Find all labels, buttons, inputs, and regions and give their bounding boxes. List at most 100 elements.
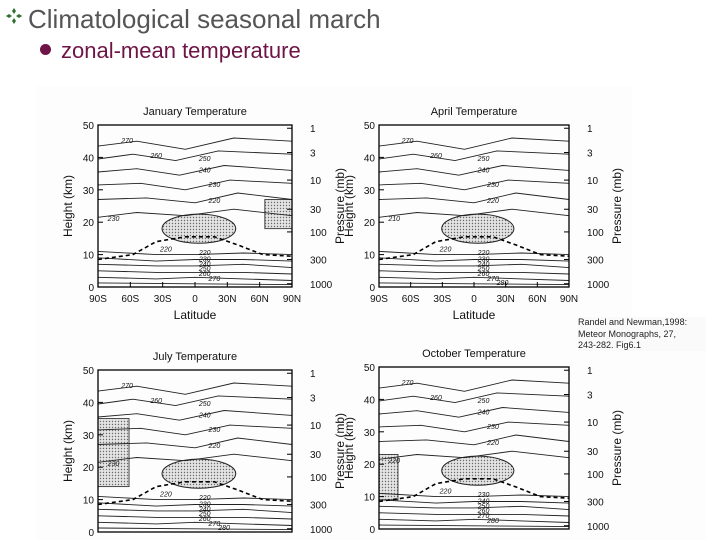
- contour-label: 230: [486, 182, 499, 189]
- contour-label: 220: [159, 492, 172, 499]
- temperature-contour: [97, 527, 293, 531]
- contour-label: 260: [198, 271, 211, 278]
- height-tick-label: 10: [364, 493, 376, 504]
- height-tick-label: 10: [364, 251, 376, 262]
- pressure-tick-label: 3: [310, 149, 316, 160]
- temperature-contour: [378, 434, 570, 446]
- temperature-contour: [378, 150, 570, 162]
- contour-label: 220: [486, 440, 499, 447]
- contour-label: 270: [401, 380, 414, 387]
- contour-label: 260: [477, 508, 490, 515]
- height-tick-label: 50: [364, 363, 376, 374]
- panel-title: January Temperature: [143, 106, 247, 118]
- contour-label: 220: [159, 247, 172, 254]
- temperature-contour: [97, 165, 293, 176]
- latitude-tick-label: 60S: [121, 294, 139, 305]
- pressure-tick-label: 30: [587, 447, 599, 458]
- temperature-contour: [378, 137, 570, 150]
- temperature-contour: [378, 499, 570, 504]
- latitude-tick-label: 30S: [433, 294, 451, 305]
- temperature-contour: [97, 502, 293, 507]
- latitude-tick-label: 60S: [402, 294, 420, 305]
- temperature-contour: [97, 270, 293, 275]
- pressure-tick-label: 1: [587, 366, 593, 377]
- temperature-contour: [97, 521, 293, 526]
- pressure-tick-label: 300: [587, 497, 604, 508]
- contour-label: 230: [477, 492, 490, 499]
- temperature-contour: [97, 424, 293, 436]
- slide-subtitle: zonal-mean temperature: [40, 38, 301, 64]
- temperature-contour: [97, 263, 293, 269]
- temperature-contour: [378, 192, 570, 204]
- temperature-contour: [97, 257, 293, 262]
- latitude-tick-label: 90S: [89, 294, 107, 305]
- contour-label: 220: [208, 198, 221, 205]
- temperature-contour: [97, 150, 293, 162]
- temperature-contour: [378, 524, 570, 528]
- temperature-contour: [378, 505, 570, 511]
- pressure-tick-label: 30: [587, 205, 599, 216]
- pressure-tick-label: 300: [587, 255, 604, 266]
- contour-label: 220: [439, 247, 452, 254]
- pressure-tick-label: 30: [310, 205, 322, 216]
- pressure-tick-label: 300: [310, 255, 327, 266]
- contour-label: 270: [477, 513, 490, 520]
- height-tick-label: 10: [83, 496, 95, 507]
- latitude-tick-label: 60N: [528, 294, 546, 305]
- tropopause-line: [97, 481, 293, 506]
- pressure-tick-label: 1000: [310, 280, 333, 291]
- y2-axis-label: Pressure (mb): [333, 413, 347, 489]
- contour-label: 240: [198, 412, 211, 419]
- contour-label: 280: [486, 518, 499, 525]
- height-tick-label: 30: [364, 186, 376, 197]
- contour-label: 260: [429, 395, 442, 402]
- temperature-contour: [378, 492, 570, 498]
- pressure-tick-label: 10: [310, 176, 322, 187]
- slide-title-text: Climatological seasonal march: [28, 4, 381, 34]
- pressure-tick-label: 100: [587, 228, 604, 239]
- temperature-contour: [97, 437, 293, 449]
- y-axis-label: Height (km): [342, 175, 356, 237]
- temperature-contour: [378, 407, 570, 418]
- height-tick-label: 40: [83, 398, 95, 409]
- contour-label: 240: [198, 261, 211, 268]
- contour-label: 230: [198, 256, 211, 263]
- height-tick-label: 20: [83, 218, 95, 229]
- diamond-cluster-icon: [6, 8, 28, 29]
- contour-label: 220: [486, 198, 499, 205]
- contour-label: 260: [149, 153, 162, 160]
- temperature-contour: [97, 495, 293, 501]
- slide-subtitle-text: zonal-mean temperature: [61, 38, 301, 63]
- temperature-contour: [97, 192, 293, 204]
- x-axis-label: Latitude: [174, 308, 217, 322]
- contour-label: 260: [429, 153, 442, 160]
- temperature-contour: [97, 410, 293, 421]
- contour-label: 270: [208, 521, 221, 528]
- temperature-contour: [97, 515, 293, 520]
- contour-label: 220: [208, 443, 221, 450]
- figure-background-lower: [36, 350, 706, 540]
- pressure-tick-label: 3: [587, 149, 593, 160]
- height-tick-label: 50: [364, 121, 376, 132]
- contour-label: 240: [198, 167, 211, 174]
- contour-label: 270: [401, 138, 414, 145]
- contour-label: 270: [120, 383, 133, 390]
- y2-axis-label: Pressure (mb): [610, 410, 624, 486]
- height-tick-label: 20: [364, 218, 376, 229]
- contour-label: 220: [439, 489, 452, 496]
- height-tick-label: 0: [369, 525, 375, 536]
- temperature-contour: [378, 392, 570, 404]
- latitude-tick-label: 0: [471, 294, 477, 305]
- contour-label: 230: [486, 424, 499, 431]
- temperature-contour: [378, 165, 570, 176]
- temperature-contour: [378, 379, 570, 392]
- temperature-contour: [97, 179, 293, 191]
- plot-frame: [378, 124, 570, 288]
- contour-label: 230: [107, 461, 120, 468]
- citation-line: Randel and Newman,1998:: [578, 317, 688, 327]
- height-tick-label: 30: [83, 431, 95, 442]
- height-tick-label: 0: [88, 283, 94, 294]
- pressure-tick-label: 100: [310, 228, 327, 239]
